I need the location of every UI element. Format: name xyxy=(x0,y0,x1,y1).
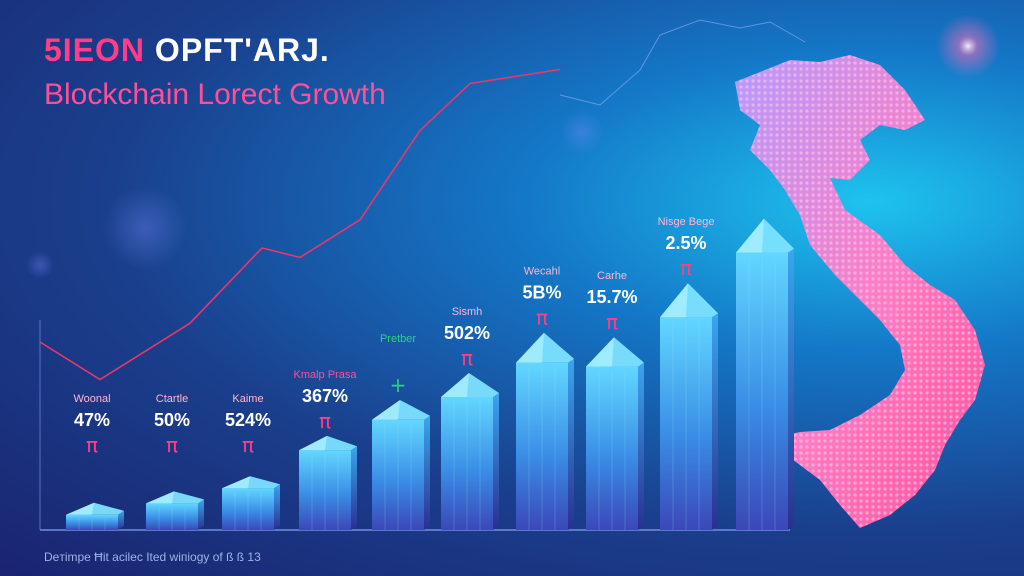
bar-face xyxy=(660,317,712,530)
bar-4 xyxy=(299,435,357,530)
category-label: Sismh xyxy=(452,306,483,318)
pi-icon: π xyxy=(461,346,473,370)
bar-5 xyxy=(372,399,430,530)
bar-face xyxy=(222,488,274,530)
pi-icon: π xyxy=(86,433,98,457)
value-label: 502% xyxy=(444,323,490,343)
bar-cap-highlight xyxy=(736,218,764,253)
plus-icon: + xyxy=(390,373,407,397)
bar-cap-highlight xyxy=(222,476,250,489)
title-rest: OPFT'ARJ. xyxy=(145,32,330,68)
footnote: Deтimpe Ħit acilec Ited wiпiogy of ß ß 1… xyxy=(44,550,261,564)
category-label: Ctartle xyxy=(156,393,188,405)
pi-icon: π xyxy=(242,433,254,457)
bar-6 xyxy=(441,373,499,530)
bar-cap-highlight xyxy=(146,491,174,504)
category-label: Nisge Bege xyxy=(658,216,715,228)
bar-face xyxy=(586,366,638,530)
map-silhouette xyxy=(735,55,985,528)
pi-icon: π xyxy=(319,409,331,433)
bar-cap-highlight xyxy=(299,435,327,451)
bar-cap-highlight xyxy=(516,332,544,363)
value-label: 2.5% xyxy=(665,233,706,253)
value-label: 47% xyxy=(74,410,110,430)
bar-face xyxy=(516,362,568,530)
category-label: Kaime xyxy=(232,393,263,405)
pi-icon: π xyxy=(166,433,178,457)
value-label: 15.7% xyxy=(586,287,637,307)
bar-side xyxy=(351,446,357,530)
upper-trend-line xyxy=(559,19,806,106)
bar-3 xyxy=(222,476,280,530)
bar-7 xyxy=(516,332,574,530)
decor-orb xyxy=(103,186,187,270)
bar-1 xyxy=(66,502,124,530)
value-label: 5B% xyxy=(522,283,561,303)
bar-2 xyxy=(146,491,204,530)
bar-side xyxy=(493,393,499,530)
value-label: 367% xyxy=(302,386,348,406)
title-accent: 5ΙΕΟΝ xyxy=(44,32,146,68)
category-label: Wecahl xyxy=(524,266,560,278)
bar-face xyxy=(66,514,118,530)
bar-face xyxy=(372,419,424,530)
bar-cap-highlight xyxy=(660,283,688,318)
chart-subtitle: Blockchain Lorect Growth xyxy=(44,78,386,111)
bar-cap-highlight xyxy=(586,337,614,367)
bar-cap-highlight xyxy=(441,373,469,397)
pi-icon: π xyxy=(606,310,618,334)
category-label: Woonal xyxy=(73,393,110,405)
pi-icon: π xyxy=(680,256,692,280)
bar-9 xyxy=(660,283,718,530)
bar-cap-highlight xyxy=(372,399,400,420)
bar-face xyxy=(146,503,198,530)
bar-side xyxy=(118,510,124,530)
category-label: Kmalp Prasa xyxy=(294,369,358,381)
page-title: 5ΙΕΟΝ OPFT'ARJ. xyxy=(44,32,330,69)
bar-side xyxy=(788,248,794,530)
value-label: 524% xyxy=(225,410,271,430)
category-label: Carhe xyxy=(597,270,627,282)
bar-8 xyxy=(586,337,644,530)
bar-face xyxy=(441,397,493,530)
bar-face xyxy=(736,252,788,530)
bar-side xyxy=(198,499,204,530)
decor-orb xyxy=(26,251,54,279)
category-label: Pretber xyxy=(380,333,416,345)
bar-side xyxy=(424,415,430,530)
bar-side xyxy=(712,313,718,530)
decor-orb xyxy=(560,110,604,154)
pi-icon: π xyxy=(536,306,548,330)
bar-side xyxy=(638,362,644,530)
bar-side xyxy=(568,358,574,530)
bar-side xyxy=(274,484,280,530)
bar-cap-highlight xyxy=(66,502,94,515)
bar-10 xyxy=(736,218,794,530)
decor-glow xyxy=(936,14,1000,78)
trend-line xyxy=(39,68,561,381)
bar-face xyxy=(299,450,351,530)
value-label: 50% xyxy=(154,410,190,430)
